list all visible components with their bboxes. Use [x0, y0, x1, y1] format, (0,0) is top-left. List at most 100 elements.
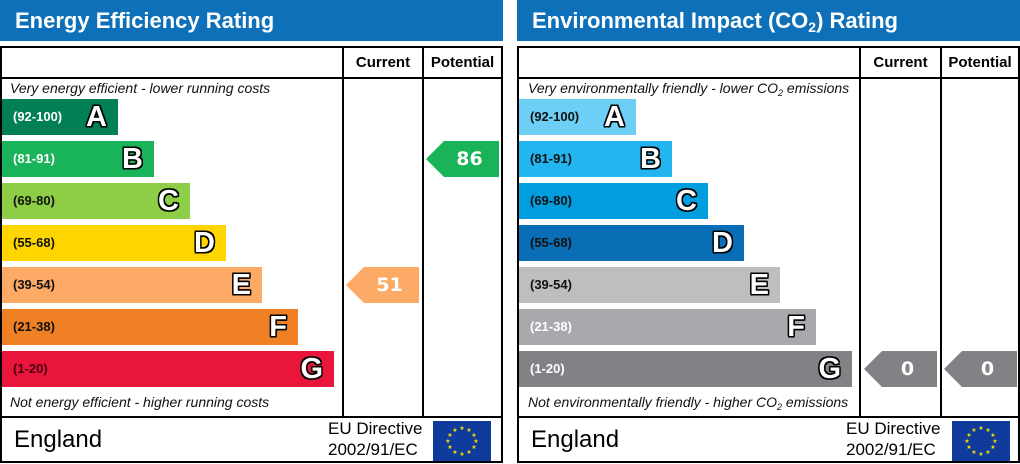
- band-d: (55-68) D: [519, 225, 744, 261]
- note-prefix: Not environmentally friendly - higher CO: [528, 394, 777, 410]
- band-b: (81-91) B: [2, 141, 154, 177]
- band-range: (21-38): [13, 319, 55, 334]
- svg-text:★: ★: [459, 425, 464, 432]
- band-letter: C: [676, 185, 697, 217]
- title-prefix: Environmental Impact (CO: [532, 8, 809, 33]
- footer-divider: [519, 416, 1018, 418]
- svg-text:★: ★: [966, 444, 971, 451]
- svg-text:★: ★: [459, 451, 464, 458]
- footer-divider: [2, 416, 501, 418]
- band-letter: G: [300, 353, 323, 385]
- band-range: (1-20): [13, 361, 48, 376]
- energy-efficiency-panel: Energy Efficiency Rating Current Potenti…: [0, 0, 503, 464]
- current-column-header: Current: [873, 54, 928, 71]
- band-range: (92-100): [13, 109, 63, 124]
- band-range: (55-68): [13, 235, 55, 250]
- current-column-divider: [859, 48, 861, 418]
- band-letter: D: [194, 227, 215, 259]
- band-range: (21-38): [530, 319, 572, 334]
- bottom-note: Not energy efficient - higher running co…: [10, 394, 270, 410]
- band-range: (69-80): [13, 193, 55, 208]
- band-letter: E: [231, 269, 251, 301]
- country-label: England: [14, 426, 103, 453]
- top-note: Very energy efficient - lower running co…: [10, 80, 271, 96]
- band-letter: C: [158, 185, 179, 217]
- top-note: Very environmentally friendly - lower CO…: [528, 80, 849, 98]
- current-column-divider: [342, 48, 344, 418]
- svg-text:★: ★: [447, 444, 452, 451]
- svg-text:★: ★: [985, 449, 990, 456]
- band-letter: B: [640, 143, 661, 175]
- svg-text:★: ★: [473, 438, 478, 445]
- directive-line-2: 2002/91/EC: [328, 440, 418, 459]
- band-range: (81-91): [530, 151, 572, 166]
- environmental-title: Environmental Impact (CO2) Rating: [517, 0, 1020, 41]
- band-g: (1-20) G: [519, 351, 852, 387]
- svg-text:★: ★: [990, 432, 995, 439]
- band-b: (81-91) B: [519, 141, 672, 177]
- potential-column-header: Potential: [948, 54, 1012, 71]
- band-range: (39-54): [530, 277, 572, 292]
- band-letter: A: [86, 101, 107, 133]
- potential-column-header: Potential: [430, 54, 495, 71]
- title-suffix: ) Rating: [816, 8, 898, 33]
- svg-text:★: ★: [471, 432, 476, 439]
- current-rating-arrow: 51: [346, 267, 419, 303]
- band-c: (69-80) C: [2, 183, 190, 219]
- eu-flag-icon: ★ ★ ★ ★ ★ ★ ★ ★ ★ ★ ★ ★: [952, 421, 1010, 461]
- band-c: (69-80) C: [519, 183, 708, 219]
- header-divider: [2, 77, 501, 79]
- bottom-note: Not environmentally friendly - higher CO…: [528, 394, 848, 412]
- band-letter: F: [269, 311, 287, 343]
- band-e: (39-54) E: [2, 267, 262, 303]
- current-column-header: Current: [355, 54, 411, 71]
- potential-column-divider: [422, 48, 424, 418]
- environmental-impact-panel: Environmental Impact (CO2) Rating Curren…: [517, 0, 1020, 464]
- band-letter: A: [604, 101, 625, 133]
- svg-text:★: ★: [452, 427, 457, 434]
- energy-table: Current Potential Very energy efficient …: [0, 46, 503, 463]
- eu-directive: EU Directive 2002/91/EC: [846, 418, 940, 460]
- band-g: (1-20) G: [2, 351, 334, 387]
- svg-text:★: ★: [447, 432, 452, 439]
- note-subscript: 2: [777, 402, 783, 412]
- country-label: England: [531, 426, 620, 453]
- directive-line-1: EU Directive: [328, 419, 423, 438]
- potential-rating-arrow: 0: [944, 351, 1017, 387]
- energy-title-text: Energy Efficiency Rating: [15, 8, 275, 33]
- eu-directive: EU Directive 2002/91/EC: [328, 418, 422, 460]
- header-divider: [519, 77, 1018, 79]
- band-letter: E: [749, 269, 769, 301]
- band-range: (1-20): [530, 361, 565, 376]
- svg-text:★: ★: [445, 438, 450, 445]
- svg-text:★: ★: [471, 444, 476, 451]
- svg-text:★: ★: [466, 449, 471, 456]
- energy-title: Energy Efficiency Rating: [0, 0, 503, 41]
- svg-text:★: ★: [985, 427, 990, 434]
- note-prefix: Very environmentally friendly - lower CO: [528, 80, 779, 96]
- band-range: (55-68): [530, 235, 572, 250]
- svg-text:★: ★: [978, 451, 983, 458]
- eu-flag-icon: ★ ★ ★ ★ ★ ★ ★ ★ ★ ★ ★ ★: [433, 421, 491, 461]
- svg-text:★: ★: [971, 427, 976, 434]
- svg-text:★: ★: [466, 427, 471, 434]
- svg-text:★: ★: [978, 425, 983, 432]
- band-range: (81-91): [13, 151, 55, 166]
- band-f: (21-38) F: [2, 309, 298, 345]
- svg-text:★: ★: [990, 444, 995, 451]
- band-letter: B: [122, 143, 143, 175]
- svg-text:★: ★: [971, 449, 976, 456]
- svg-text:★: ★: [966, 432, 971, 439]
- potential-column-divider: [940, 48, 942, 418]
- band-letter: G: [818, 353, 841, 385]
- potential-rating-arrow: 86: [426, 141, 499, 177]
- environmental-table: Current Potential Very environmentally f…: [517, 46, 1020, 463]
- band-range: (69-80): [530, 193, 572, 208]
- note-subscript: 2: [778, 88, 784, 98]
- svg-text:★: ★: [992, 438, 997, 445]
- band-f: (21-38) F: [519, 309, 816, 345]
- directive-line-1: EU Directive: [846, 419, 941, 438]
- band-a: (92-100) A: [2, 99, 118, 135]
- band-letter: D: [712, 227, 733, 259]
- svg-text:★: ★: [452, 449, 457, 456]
